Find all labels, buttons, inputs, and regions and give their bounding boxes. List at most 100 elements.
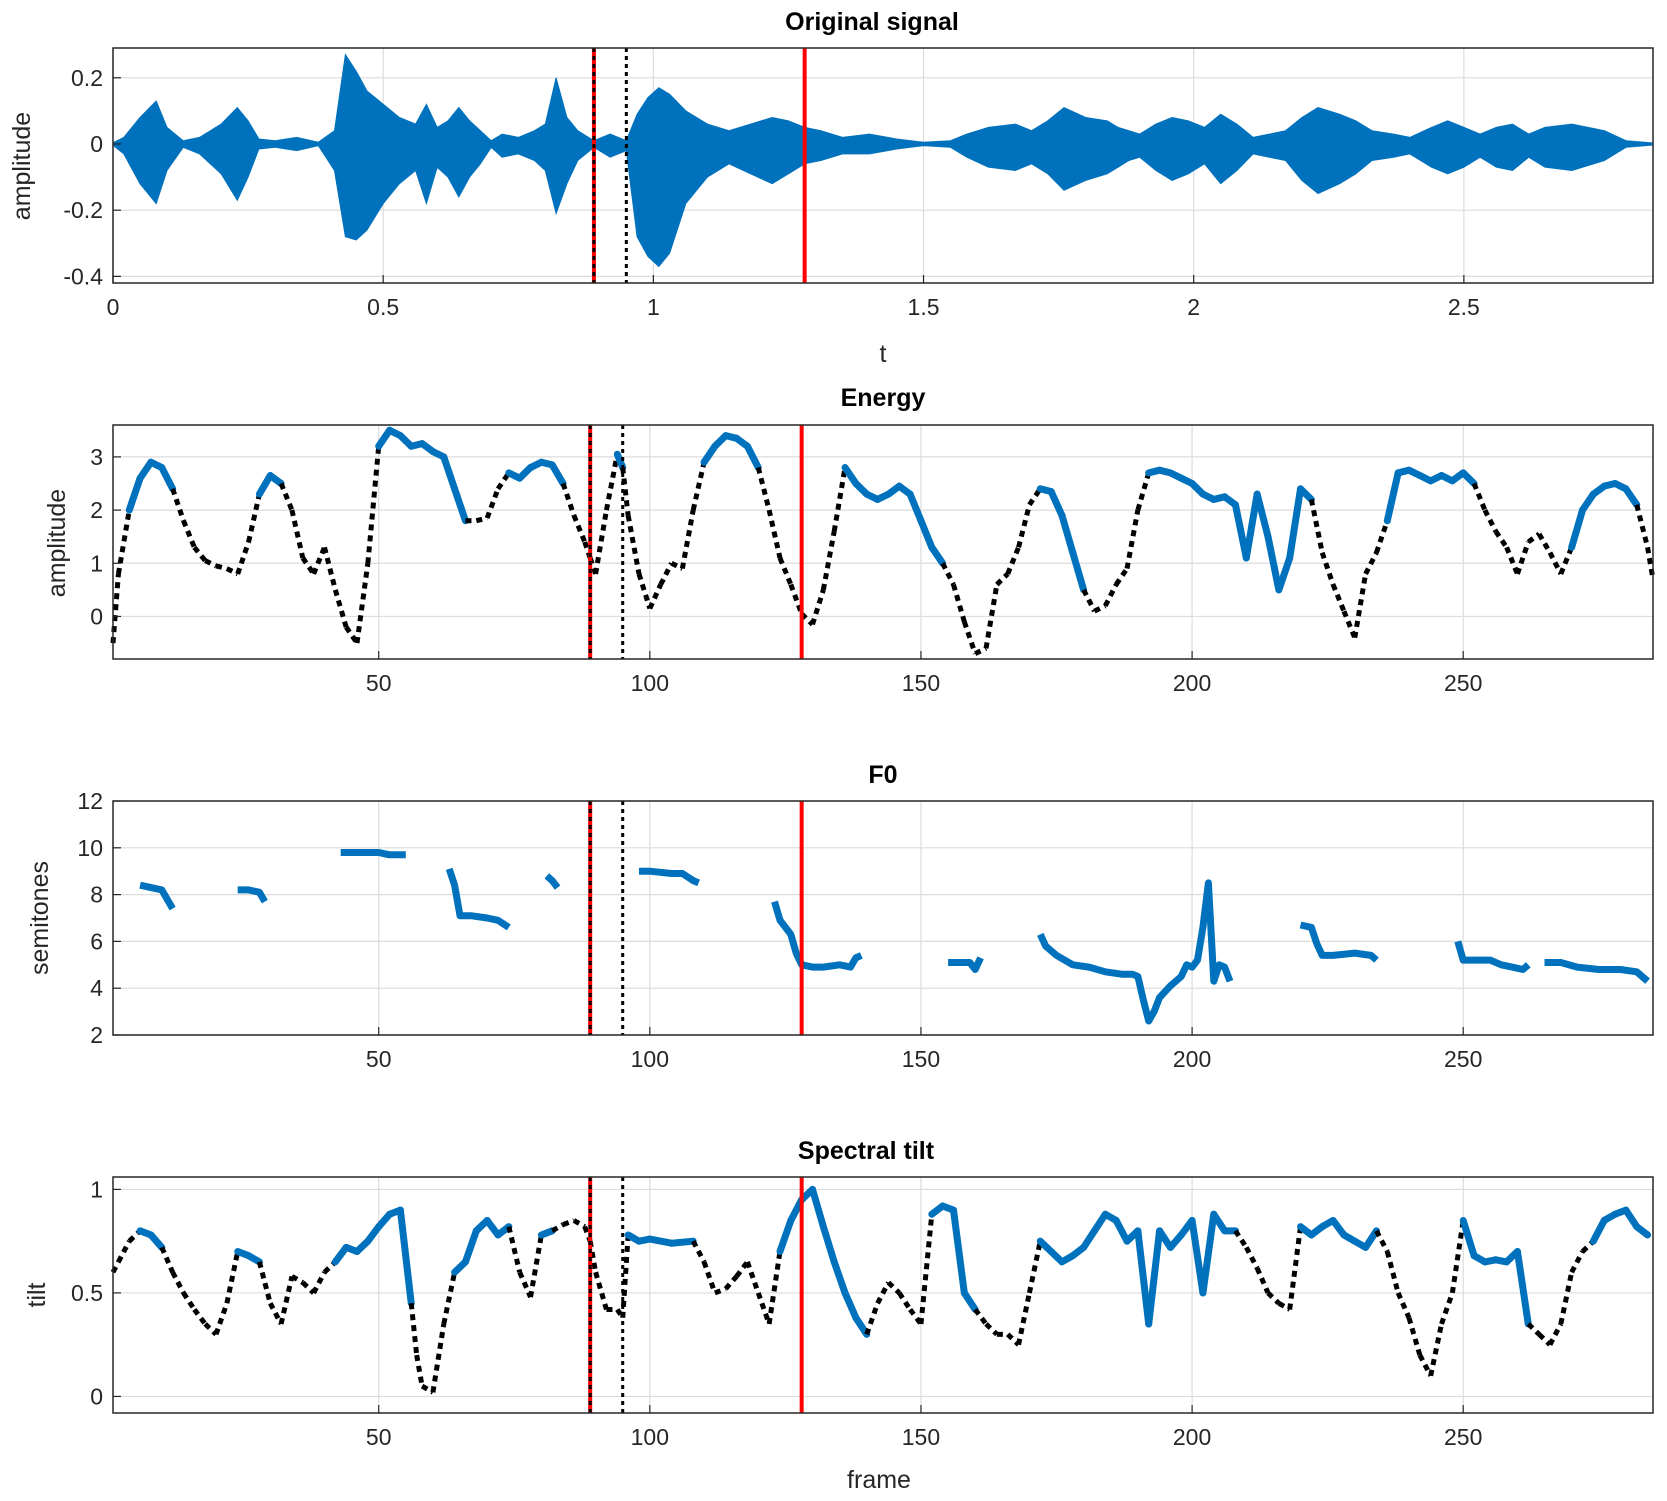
spectral-tilt-unvoiced-segment <box>593 1271 609 1311</box>
energy-unvoiced-segment <box>603 453 620 511</box>
spectral-tilt-unvoiced-segment <box>1026 1240 1043 1294</box>
f0-x-ticks: 50 100 150 200 250 <box>366 1027 1482 1072</box>
original-signal-axes-box <box>112 47 1654 284</box>
spectral-tilt-ylabel: tilt <box>23 1282 51 1307</box>
spectral-tilt-unvoiced-segment <box>170 1271 186 1295</box>
spectral-tilt-unvoiced-segment <box>1244 1246 1260 1270</box>
spectral-tilt-unvoiced-segment <box>1417 1353 1433 1377</box>
f0-voiced-segment <box>1454 940 1531 973</box>
spectral-tilt-voiced-segment <box>147 1231 166 1251</box>
energy-unvoiced-segment <box>204 558 218 569</box>
energy-unvoiced-segment <box>1482 508 1498 533</box>
energy-unvoiced-segment <box>181 519 197 549</box>
energy-unvoiced-segment <box>225 566 239 577</box>
spectral-tilt-unvoiced-segment <box>1384 1250 1401 1294</box>
energy-unvoiced-segment <box>1330 583 1347 613</box>
spectral-tilt-unvoiced-segment <box>110 1260 121 1274</box>
energy-voiced-segment <box>1058 511 1077 557</box>
spectral-tilt-plot-area <box>110 1185 1652 1395</box>
energy-unvoiced-segment <box>1536 532 1553 554</box>
energy-unvoiced-segment <box>115 509 132 575</box>
energy-unvoiced-segment <box>658 562 674 586</box>
spectral-tilt-voiced-segment <box>809 1185 827 1231</box>
energy-unvoiced-segment <box>322 546 338 591</box>
spectral-tilt-unvoiced-segment <box>723 1274 739 1291</box>
f0-ylabel: semitones <box>26 861 54 975</box>
spectral-tilt-unvoiced-segment <box>213 1302 230 1336</box>
f0-xtick-label: 50 <box>366 1046 392 1072</box>
energy-unvoiced-segment <box>484 487 501 519</box>
energy-plot-area <box>110 426 1656 656</box>
spectral-tilt-unvoiced-segment <box>1449 1220 1466 1294</box>
energy-unvoiced-segment <box>1135 472 1152 511</box>
f0-xtick-label: 150 <box>902 1046 940 1072</box>
energy-voiced-segment <box>548 461 567 487</box>
f0-voiced-segment <box>1544 959 1650 984</box>
energy-ylabel: amplitude <box>43 489 71 597</box>
spectral-tilt-xtick-label: 100 <box>631 1424 669 1450</box>
energy-voiced-segment <box>1242 490 1261 562</box>
energy-voiced-segment <box>158 464 177 493</box>
spectral-tilt-xtick-label: 150 <box>902 1424 940 1450</box>
f0-voiced-segment <box>237 886 268 904</box>
spectral-tilt-unvoiced-segment <box>1395 1291 1412 1319</box>
spectral-tilt-voiced-segment <box>668 1237 697 1247</box>
spectral-tilt-voiced-segment <box>841 1289 860 1322</box>
energy-unvoiced-segment <box>192 545 208 563</box>
original-signal-panel: Original signal 0.2 0 -0.2 -0.4 0 0.5 1 1.5 2 2.… <box>8 8 1654 368</box>
spectral-tilt-voiced-segment <box>949 1206 968 1297</box>
energy-unvoiced-segment <box>1558 546 1574 575</box>
f0-ytick-label: 10 <box>77 835 103 861</box>
spectral-tilt-unvoiced-segment <box>420 1383 435 1395</box>
energy-xtick-label: 150 <box>902 670 940 696</box>
spectral-tilt-grid <box>113 1177 1653 1413</box>
energy-unvoiced-segment <box>961 620 978 655</box>
spectral-tilt-unvoiced-segment <box>192 1307 208 1326</box>
energy-ytick-label: 3 <box>90 444 103 470</box>
f0-ytick-label: 8 <box>90 882 103 908</box>
energy-voiced-segment <box>1264 533 1283 594</box>
spectral-tilt-unvoiced-segment <box>562 1218 575 1227</box>
energy-unvoiced-segment <box>110 573 121 644</box>
spectral-tilt-unvoiced-segment <box>1406 1317 1423 1356</box>
energy-unvoiced-segment <box>1081 588 1097 613</box>
energy-unvoiced-segment <box>289 509 306 559</box>
original-signal-xtick-label: 0.5 <box>367 294 399 320</box>
energy-panel: Energy 3 2 1 0 50 100 150 200 250 amplitude <box>43 384 1656 696</box>
energy-unvoiced-segment <box>354 562 371 644</box>
energy-unvoiced-segment <box>311 546 327 575</box>
energy-voiced-segment <box>1275 554 1294 594</box>
energy-unvoiced-segment <box>1363 551 1379 576</box>
energy-unvoiced-segment <box>1341 610 1358 639</box>
f0-ytick-label: 4 <box>90 975 103 1001</box>
energy-voiced-segment <box>1383 469 1402 525</box>
original-signal-ytick-label: -0.2 <box>63 197 103 223</box>
energy-unvoiced-segment <box>1645 546 1656 580</box>
spectral-tilt-unvoiced-segment <box>1016 1292 1032 1346</box>
energy-unvoiced-segment <box>995 572 1010 587</box>
energy-unvoiced-segment <box>300 556 316 576</box>
energy-xtick-label: 50 <box>366 670 392 696</box>
f0-voiced-segment <box>139 881 176 911</box>
f0-xtick-label: 250 <box>1444 1046 1482 1072</box>
f0-grid <box>113 800 1653 1036</box>
spectral-tilt-unvoiced-segment <box>1254 1267 1271 1294</box>
energy-unvoiced-segment <box>332 589 349 628</box>
spectral-tilt-voiced-segment <box>819 1223 838 1266</box>
energy-unvoiced-segment <box>1471 482 1488 512</box>
spectral-tilt-voiced-segment <box>1589 1216 1608 1245</box>
spectral-tilt-title: Spectral tilt <box>798 1137 935 1165</box>
spectral-tilt-voiced-segment <box>1459 1216 1478 1260</box>
energy-unvoiced-segment <box>670 561 684 571</box>
spectral-tilt-x-ticks: 50 100 150 200 250 <box>366 1405 1482 1450</box>
spectral-tilt-unvoiced-segment <box>311 1271 327 1295</box>
spectral-tilt-unvoiced-segment <box>620 1234 631 1318</box>
energy-voiced-segment <box>266 472 285 487</box>
energy-unvoiced-segment <box>620 467 631 516</box>
spectral-tilt-voiced-segment <box>245 1252 263 1266</box>
original-signal-xtick-label: 1 <box>647 294 660 320</box>
spectral-tilt-xtick-label: 200 <box>1173 1424 1211 1450</box>
energy-unvoiced-segment <box>777 557 794 586</box>
energy-voiced-segment <box>1297 485 1315 503</box>
